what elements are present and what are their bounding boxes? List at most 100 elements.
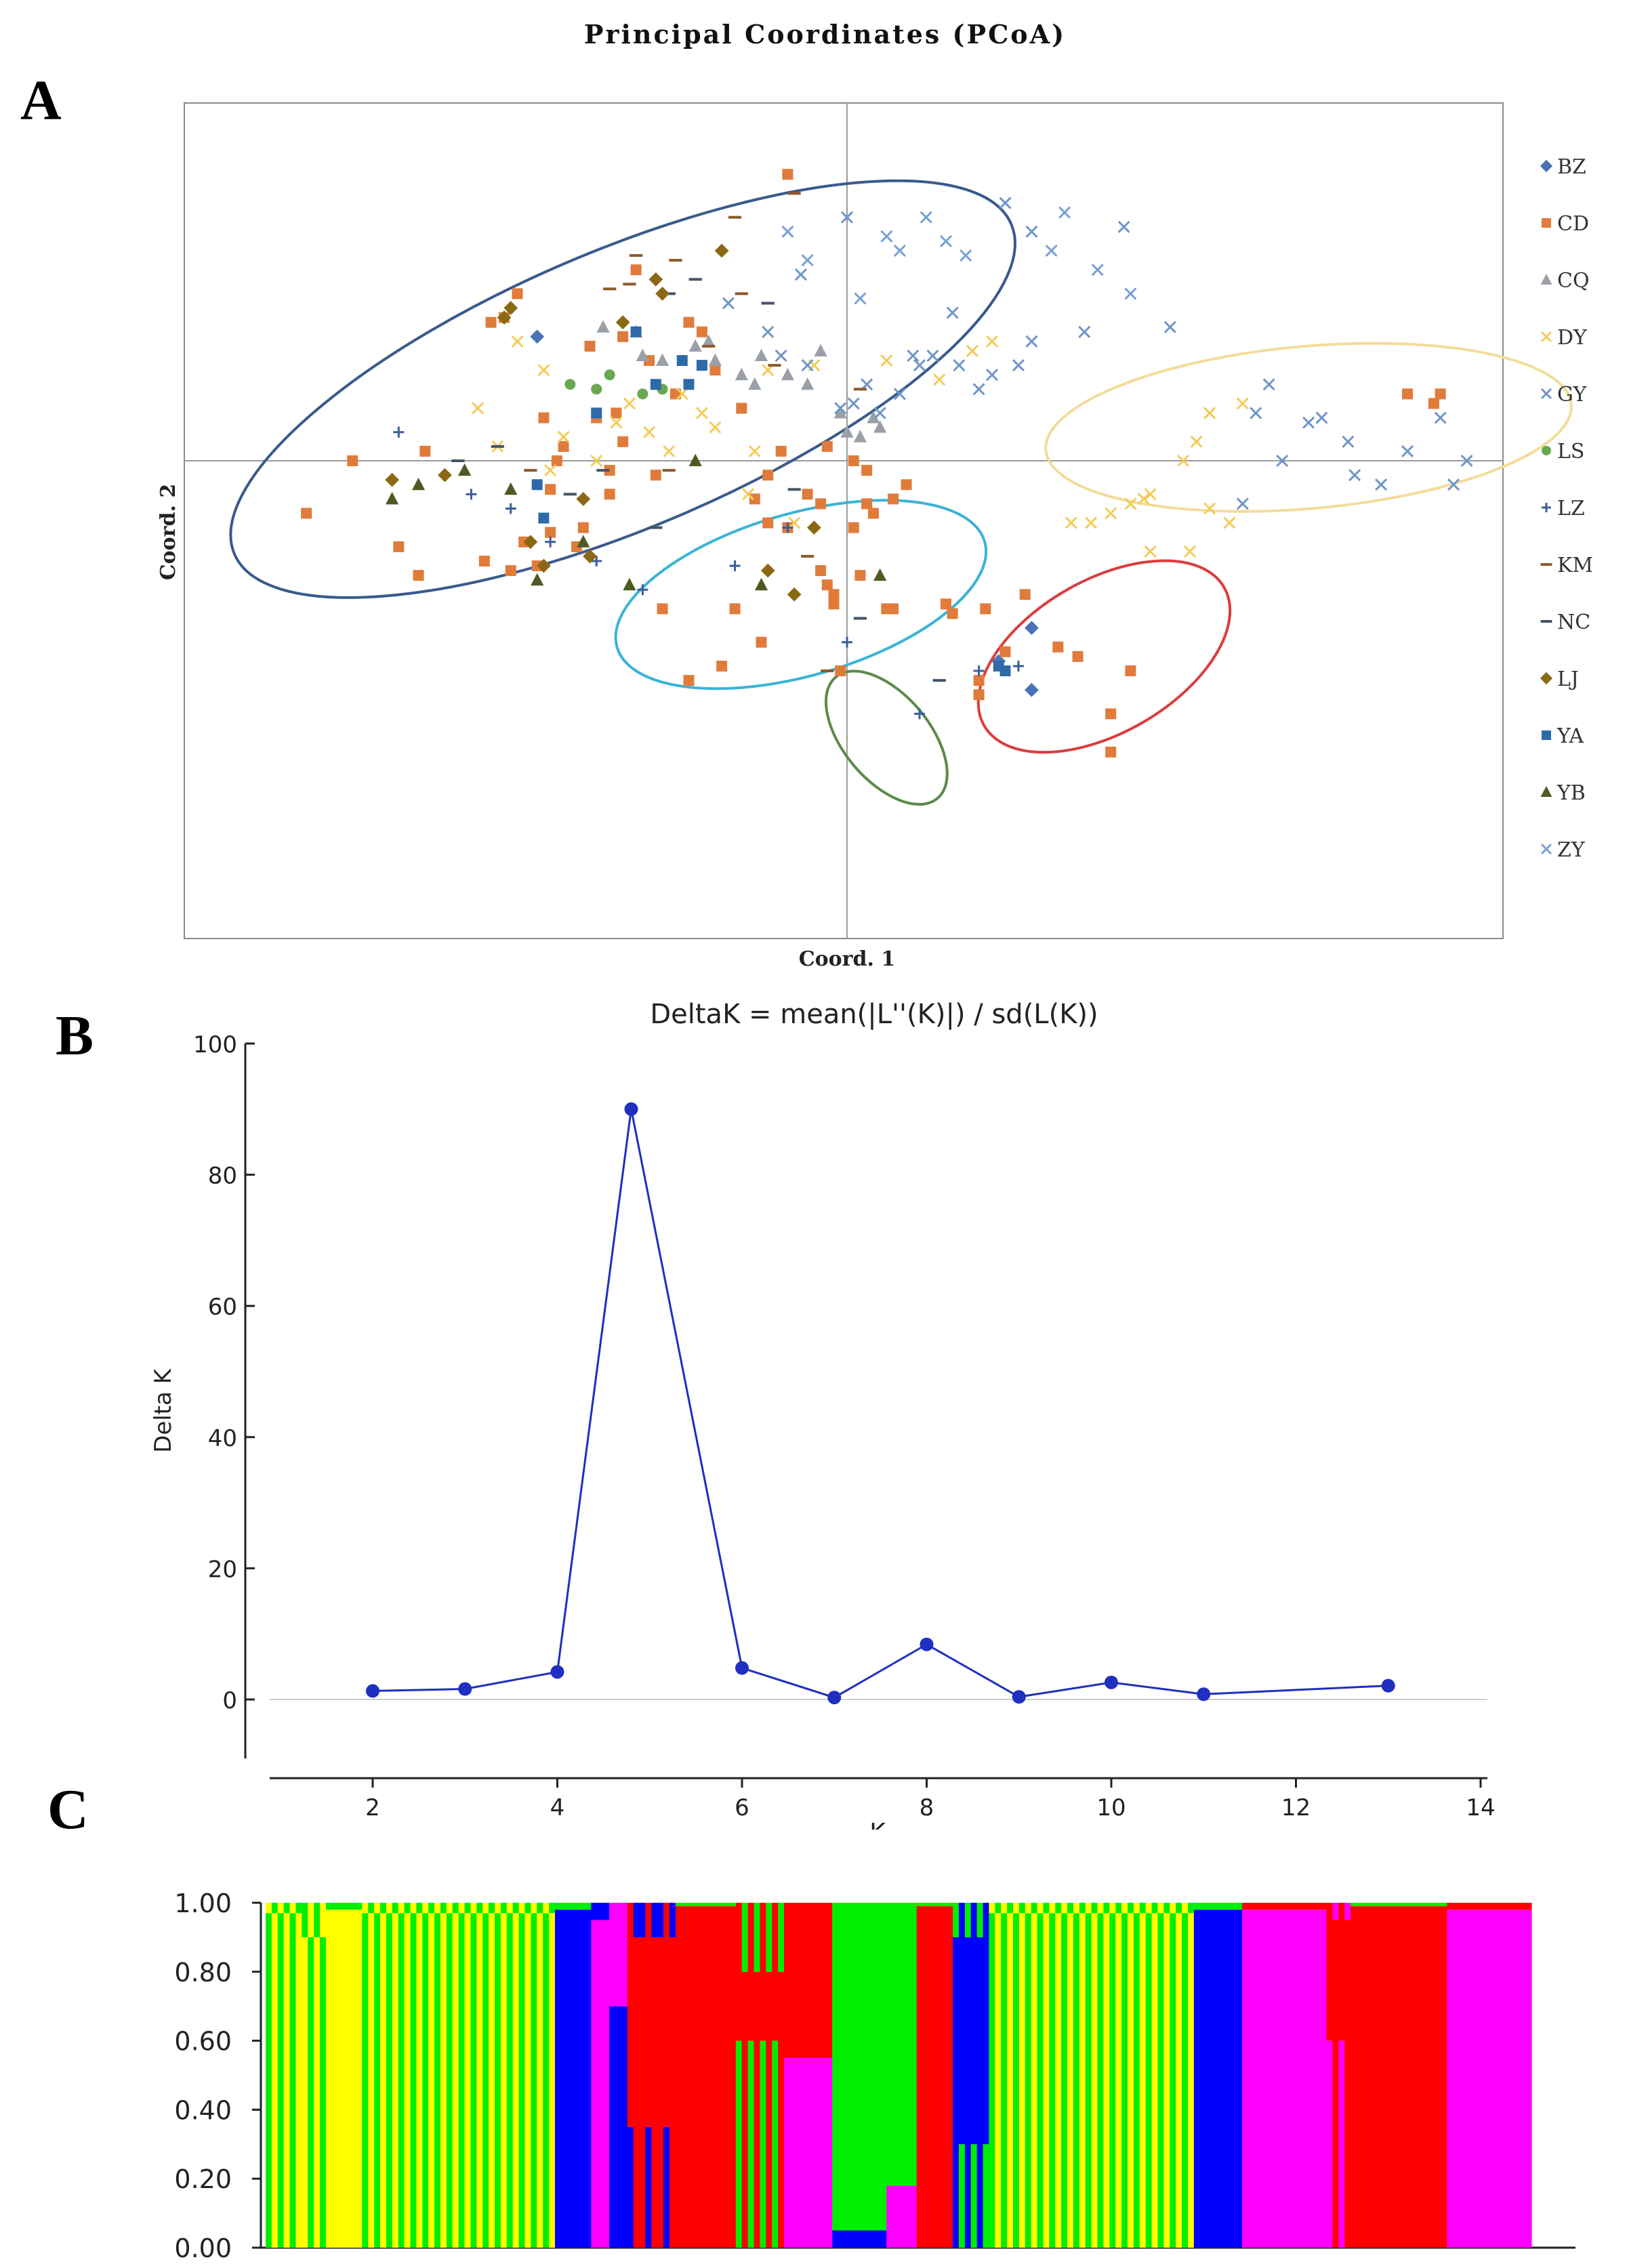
point-ya xyxy=(531,479,543,491)
point-gy xyxy=(794,268,807,281)
structure-bar xyxy=(754,1903,761,1972)
point-cd xyxy=(828,598,840,610)
structure-bar xyxy=(1290,1903,1297,1910)
structure-bar xyxy=(1507,1910,1514,2248)
point-cd xyxy=(821,440,833,452)
structure-bar xyxy=(1133,1913,1140,2248)
structure-bar xyxy=(1043,1903,1050,1914)
structure-bar xyxy=(410,1913,417,2248)
structure-bar xyxy=(266,1903,272,1914)
structure-bar xyxy=(1447,1910,1453,2248)
point-cd xyxy=(505,565,516,577)
structure-bar xyxy=(735,1903,743,2041)
point-bz xyxy=(530,329,545,344)
structure-bar xyxy=(953,1937,960,2248)
structure-bar xyxy=(398,1913,405,2248)
structure-bar xyxy=(1109,1903,1116,1914)
structure-bar xyxy=(482,1913,489,2248)
structure-bar xyxy=(1284,1903,1291,1910)
structure-bar xyxy=(1163,1913,1170,2248)
structure-bar xyxy=(627,1903,634,2127)
structure-bar xyxy=(1471,1903,1478,1910)
structure-bar xyxy=(1411,1903,1418,1907)
point-ya xyxy=(538,512,550,524)
point-gy xyxy=(840,211,854,224)
point-lj xyxy=(806,520,821,535)
structure-bar xyxy=(1139,1913,1147,2248)
point-bz xyxy=(1025,621,1039,635)
point-dy xyxy=(1084,516,1098,529)
structure-bar xyxy=(380,1903,387,1914)
structure-bar xyxy=(392,1903,399,1914)
point-cd xyxy=(848,455,859,466)
structure-bar xyxy=(729,1903,737,1907)
legend-marker-km xyxy=(1540,563,1552,566)
structure-bar xyxy=(585,1903,592,1910)
point-zy xyxy=(920,211,932,224)
point-km xyxy=(669,259,682,262)
deltak-point xyxy=(735,1661,749,1675)
structure-bar xyxy=(1266,1910,1273,2248)
structure-bar xyxy=(699,1906,706,2248)
legend-label-ls: LS xyxy=(1557,440,1584,463)
deltak-point xyxy=(920,1637,934,1651)
point-dy xyxy=(709,421,722,434)
structure-bar xyxy=(1477,1910,1484,2248)
structure-bar xyxy=(1230,1910,1237,2248)
point-lj xyxy=(760,563,775,578)
structure-bar xyxy=(1242,1903,1249,1910)
structure-bar xyxy=(1205,1910,1213,2248)
structure-bar xyxy=(1037,1913,1044,2248)
point-km xyxy=(768,364,781,367)
structure-bar xyxy=(560,1910,568,2248)
structure-bar xyxy=(789,2058,797,2248)
structure-bar xyxy=(754,1971,761,2248)
structure-bar xyxy=(724,1903,730,1907)
structure-bar xyxy=(1018,1903,1026,1914)
structure-bar xyxy=(603,1903,610,1920)
point-nc xyxy=(853,617,867,620)
structure-bar xyxy=(1109,1913,1116,2248)
structure-bar xyxy=(356,1910,363,2248)
legend-label-lz: LZ xyxy=(1557,497,1585,520)
structure-bar xyxy=(1405,1906,1411,2248)
structure-bar xyxy=(283,1913,291,2248)
x-tick-label: 2 xyxy=(365,1794,380,1821)
structure-bar xyxy=(1103,1903,1110,1914)
structure-bar xyxy=(899,1903,905,2186)
point-lj xyxy=(714,243,729,258)
structure-bar xyxy=(826,2058,833,2248)
structure-bar xyxy=(374,1903,381,1914)
structure-bar xyxy=(1025,1913,1032,2248)
point-lz xyxy=(393,426,405,438)
x-axis-label: Coord. 1 xyxy=(799,947,895,971)
point-cd xyxy=(630,264,642,276)
structure-bar xyxy=(266,1913,272,2248)
point-cd xyxy=(888,493,899,505)
point-dy xyxy=(557,430,570,443)
point-gy xyxy=(972,383,985,396)
structure-bar xyxy=(1278,1910,1285,2248)
point-gy xyxy=(1460,454,1473,468)
point-dy xyxy=(676,388,688,400)
structure-bar xyxy=(579,1910,586,2248)
structure-bar xyxy=(814,2058,821,2248)
structure-bar xyxy=(1055,1913,1062,2248)
point-cd xyxy=(683,316,695,328)
structure-bar xyxy=(621,2006,628,2248)
point-yb xyxy=(386,491,399,505)
structure-bar xyxy=(1260,1910,1267,2248)
panel-label-c: C xyxy=(47,1778,89,1841)
structure-bar xyxy=(892,2185,899,2248)
point-cd xyxy=(1402,388,1414,400)
point-yb xyxy=(577,535,590,548)
structure-bar xyxy=(1332,1920,1339,2248)
structure-bar xyxy=(1350,1906,1357,2248)
point-cq xyxy=(801,377,814,390)
structure-bar xyxy=(1393,1903,1399,1907)
point-lz xyxy=(466,489,477,500)
structure-bar xyxy=(645,1903,652,2127)
point-nc xyxy=(761,302,775,305)
cluster-ellipse-light-blue xyxy=(614,499,988,690)
point-km xyxy=(728,215,742,219)
